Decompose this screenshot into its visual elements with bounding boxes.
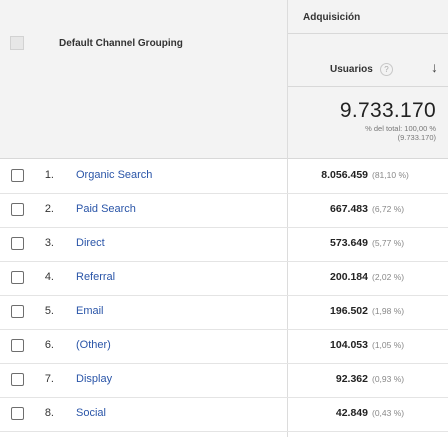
- dimension-column-title[interactable]: Default Channel Grouping: [59, 38, 183, 49]
- metric-divider: [288, 86, 448, 87]
- row-label-link[interactable]: Direct: [76, 237, 105, 249]
- row-checkbox[interactable]: [11, 305, 24, 318]
- row-checkbox[interactable]: [11, 373, 24, 386]
- row-percentage: (1,98 %): [372, 306, 405, 316]
- row-number: 6.: [44, 339, 54, 351]
- row-label-link[interactable]: Display: [76, 373, 113, 385]
- total-abs-line: (9.733.170): [397, 133, 436, 142]
- table-row: 4. Referral 200.184 (2,02 %): [0, 261, 448, 296]
- row-number: 1.: [44, 169, 54, 181]
- row-checkbox[interactable]: [11, 203, 24, 216]
- row-percentage: (6,72 %): [372, 204, 405, 214]
- total-pct-line: % del total: 100,00 %: [365, 124, 436, 133]
- metric-column-title[interactable]: Usuarios: [330, 64, 373, 75]
- row-checkbox[interactable]: [11, 271, 24, 284]
- table-row: 2. Paid Search 667.483 (6,72 %): [0, 193, 448, 228]
- row-value: 667.483: [330, 203, 368, 215]
- help-icon[interactable]: ?: [380, 63, 393, 76]
- row-value: 196.502: [330, 305, 368, 317]
- row-number: 8.: [44, 407, 54, 419]
- total-percentage: % del total: 100,00 % (9.733.170): [365, 124, 436, 142]
- row-label-link[interactable]: Email: [76, 305, 104, 317]
- row-label-link[interactable]: Referral: [76, 271, 116, 283]
- row-percentage: (2,02 %): [372, 272, 405, 282]
- row-checkbox[interactable]: [11, 339, 24, 352]
- select-all-checkbox[interactable]: [10, 36, 24, 50]
- row-label-link[interactable]: Organic Search: [76, 169, 153, 181]
- row-value: 104.053: [330, 339, 368, 351]
- row-percentage: (5,77 %): [372, 238, 405, 248]
- row-percentage: (81,10 %): [372, 170, 409, 180]
- row-value: 92.362: [335, 373, 368, 385]
- metric-column-header: Adquisición Usuarios ? ↓ 9.733.170 % del…: [288, 0, 448, 158]
- row-number: 7.: [44, 373, 54, 385]
- row-label-link[interactable]: (Other): [76, 339, 111, 351]
- row-number: 4.: [44, 271, 54, 283]
- row-label-link[interactable]: Social: [76, 407, 106, 419]
- row-number: 3.: [44, 237, 54, 249]
- row-value: 573.649: [330, 237, 368, 249]
- sort-descending-icon[interactable]: ↓: [431, 59, 438, 75]
- table-row: 6. (Other) 104.053 (1,05 %): [0, 329, 448, 364]
- metric-group-title: Adquisición: [303, 12, 361, 23]
- row-value: 42.849: [335, 407, 368, 419]
- table-row: 1. Organic Search 8.056.459 (81,10 %): [0, 159, 448, 194]
- row-percentage: (1,05 %): [372, 340, 405, 350]
- row-value: 8.056.459: [321, 169, 368, 181]
- table-row: 8. Social 42.849 (0,43 %): [0, 397, 448, 432]
- column-divider: [287, 0, 288, 437]
- group-divider: [288, 33, 448, 34]
- row-value: 200.184: [330, 271, 368, 283]
- row-label-link[interactable]: Paid Search: [76, 203, 136, 215]
- table-row: 7. Display 92.362 (0,93 %): [0, 363, 448, 398]
- row-percentage: (0,93 %): [372, 374, 405, 384]
- total-value: 9.733.170: [339, 99, 436, 122]
- row-percentage: (0,43 %): [372, 408, 405, 418]
- row-checkbox[interactable]: [11, 169, 24, 182]
- row-number: 2.: [44, 203, 54, 215]
- row-checkbox[interactable]: [11, 237, 24, 250]
- table-header: Default Channel Grouping: [0, 0, 448, 159]
- row-number: 5.: [44, 305, 54, 317]
- table-row: 5. Email 196.502 (1,98 %): [0, 295, 448, 330]
- row-checkbox[interactable]: [11, 407, 24, 420]
- table-row: 3. Direct 573.649 (5,77 %): [0, 227, 448, 262]
